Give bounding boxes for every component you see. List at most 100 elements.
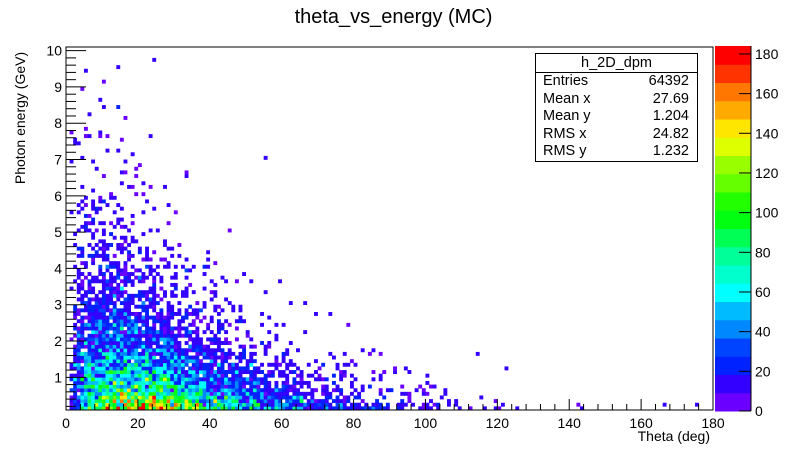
- heatmap-cell: [152, 359, 157, 364]
- heatmap-cell: [195, 388, 200, 393]
- heatmap-cell: [148, 348, 153, 353]
- heatmap-cell: [152, 322, 157, 327]
- heatmap-cell: [170, 402, 175, 407]
- heatmap-cell: [296, 391, 300, 396]
- heatmap-cell: [303, 402, 308, 407]
- heatmap-cell: [91, 322, 96, 327]
- colorbar-band: [715, 301, 751, 321]
- heatmap-cell: [152, 330, 157, 335]
- heatmap-cell: [123, 399, 128, 404]
- heatmap-cell: [184, 348, 189, 353]
- heatmap-cell: [321, 399, 326, 404]
- heatmap-cell: [209, 388, 214, 393]
- heatmap-cell: [73, 399, 78, 404]
- heatmap-cell: [382, 370, 387, 374]
- heatmap-cell: [443, 388, 448, 393]
- heatmap-cell: [87, 380, 92, 385]
- heatmap-cell: [76, 330, 81, 335]
- heatmap-cell: [83, 341, 88, 345]
- heatmap-cell: [335, 402, 340, 407]
- heatmap-cell: [130, 253, 135, 258]
- heatmap-cell: [249, 362, 254, 367]
- heatmap-cell: [76, 370, 81, 374]
- heatmap-cell: [145, 373, 149, 378]
- heatmap-cell: [145, 395, 149, 400]
- heatmap-cell: [145, 304, 149, 309]
- heatmap-cell: [662, 402, 667, 407]
- heatmap-cell: [281, 395, 286, 400]
- heatmap-cell: [159, 322, 164, 327]
- heatmap-cell: [317, 366, 322, 371]
- heatmap-cell: [256, 395, 261, 400]
- heatmap-cell: [91, 370, 96, 374]
- heatmap-cell: [87, 399, 92, 404]
- heatmap-cell: [274, 406, 279, 411]
- heatmap-cell: [177, 399, 182, 404]
- heatmap-cell: [119, 344, 124, 349]
- heatmap-cell: [109, 232, 114, 237]
- heatmap-cell: [209, 395, 214, 400]
- heatmap-cell: [296, 366, 300, 371]
- heatmap-cell: [324, 395, 329, 400]
- heatmap-cell: [123, 275, 128, 280]
- heatmap-cell: [267, 344, 272, 349]
- heatmap-cell: [220, 391, 225, 396]
- heatmap-cell: [184, 388, 189, 393]
- heatmap-cell: [145, 319, 149, 324]
- heatmap-cell: [220, 388, 225, 393]
- heatmap-cell: [274, 380, 279, 385]
- heatmap-cell: [220, 370, 225, 374]
- colorbar-band: [715, 374, 751, 394]
- heatmap-cell: [127, 344, 131, 349]
- heatmap-cell: [159, 257, 164, 262]
- heatmap-cell: [83, 264, 88, 269]
- heatmap-cell: [263, 377, 268, 382]
- heatmap-cell: [184, 326, 189, 331]
- heatmap-cell: [198, 402, 203, 407]
- heatmap-cell: [109, 221, 114, 226]
- heatmap-cell: [206, 402, 211, 407]
- heatmap-cell: [159, 344, 164, 349]
- heatmap-cell: [163, 395, 167, 400]
- heatmap-cell: [105, 366, 110, 371]
- heatmap-cell: [127, 333, 131, 338]
- heatmap-cell: [256, 377, 261, 382]
- heatmap-cell: [123, 170, 128, 175]
- heatmap-cell: [170, 377, 175, 382]
- heatmap-cell: [116, 322, 121, 327]
- heatmap-cell: [281, 373, 286, 378]
- heatmap-cell: [173, 311, 178, 316]
- heatmap-cell: [206, 395, 211, 400]
- heatmap-cell: [285, 395, 290, 400]
- heatmap-cell: [188, 337, 193, 342]
- heatmap-cell: [87, 337, 92, 342]
- heatmap-cell: [87, 243, 92, 247]
- heatmap-cell: [137, 399, 142, 404]
- heatmap-cell: [184, 341, 189, 345]
- heatmap-cell: [130, 330, 135, 335]
- x-tick-label: 0: [62, 415, 70, 431]
- heatmap-cell: [443, 391, 448, 396]
- heatmap-cell: [328, 402, 333, 407]
- heatmap-cell: [170, 341, 175, 345]
- heatmap-cell: [105, 359, 110, 364]
- heatmap-cell: [137, 388, 142, 393]
- heatmap-cell: [148, 297, 153, 302]
- heatmap-cell: [285, 402, 290, 407]
- heatmap-cell: [91, 359, 96, 364]
- heatmap-cell: [80, 322, 85, 327]
- heatmap-cell: [231, 380, 236, 385]
- heatmap-cell: [87, 304, 92, 309]
- heatmap-cell: [163, 399, 167, 404]
- heatmap-cell: [349, 402, 354, 407]
- heatmap-cell: [155, 359, 160, 364]
- heatmap-cell: [177, 243, 182, 247]
- heatmap-cell: [163, 243, 167, 247]
- heatmap-cell: [285, 377, 290, 382]
- heatmap-cell: [224, 377, 229, 382]
- heatmap-cell: [432, 384, 437, 389]
- heatmap-cell: [349, 384, 354, 389]
- heatmap-cell: [245, 366, 250, 371]
- heatmap-cell: [123, 359, 128, 364]
- heatmap-cell: [105, 384, 110, 389]
